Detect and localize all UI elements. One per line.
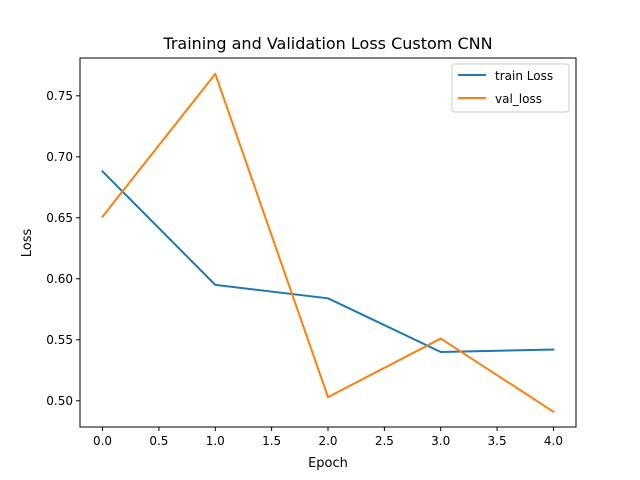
x-tick-label: 1.0 bbox=[206, 434, 225, 448]
x-axis: 0.0 0.5 1.0 1.5 2.0 2.5 3.0 3.5 4.0 bbox=[93, 427, 563, 448]
chart-title: Training and Validation Loss Custom CNN bbox=[162, 34, 492, 53]
y-tick-label: 0.60 bbox=[46, 272, 73, 286]
x-tick-label: 2.5 bbox=[375, 434, 394, 448]
x-tick-label: 4.0 bbox=[544, 434, 563, 448]
series-lines bbox=[101, 72, 555, 414]
x-tick-label: 3.5 bbox=[488, 434, 507, 448]
y-tick-label: 0.75 bbox=[46, 89, 73, 103]
plot-area: 0.0 0.5 1.0 1.5 2.0 2.5 3.0 3.5 4.0 0.50 0.55 0.60… bbox=[46, 57, 577, 448]
y-axis-label: Loss bbox=[20, 229, 35, 258]
series-line-train-loss bbox=[101, 170, 555, 353]
x-axis-label: Epoch bbox=[308, 456, 348, 471]
y-axis: 0.50 0.55 0.60 0.65 0.70 0.75 bbox=[46, 89, 80, 408]
x-tick-label: 0.0 bbox=[93, 434, 112, 448]
legend-label-val-loss: val_loss bbox=[495, 92, 542, 106]
y-tick-label: 0.55 bbox=[46, 333, 73, 347]
legend: train Loss val_loss bbox=[451, 63, 570, 113]
y-tick-label: 0.50 bbox=[46, 394, 73, 408]
x-tick-label: 3.0 bbox=[431, 434, 450, 448]
x-tick-label: 1.5 bbox=[262, 434, 281, 448]
legend-label-train-loss: train Loss bbox=[495, 69, 553, 83]
x-tick-label: 0.5 bbox=[149, 434, 168, 448]
series-line-val-loss bbox=[101, 72, 555, 414]
y-tick-label: 0.70 bbox=[46, 150, 73, 164]
x-tick-label: 2.0 bbox=[318, 434, 337, 448]
y-tick-label: 0.65 bbox=[46, 211, 73, 225]
